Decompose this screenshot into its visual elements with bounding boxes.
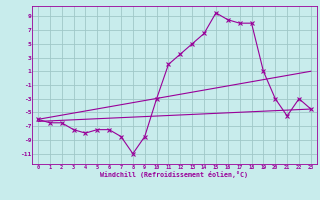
- X-axis label: Windchill (Refroidissement éolien,°C): Windchill (Refroidissement éolien,°C): [100, 171, 248, 178]
